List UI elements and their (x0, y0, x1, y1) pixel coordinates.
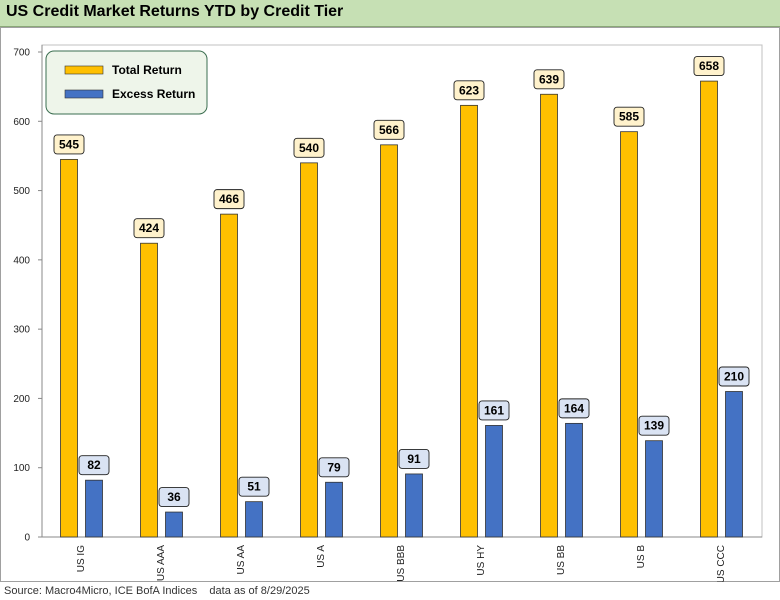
bar-excess-return (245, 501, 263, 538)
data-label-box (133, 218, 165, 239)
data-label-box (613, 106, 645, 127)
data-label: 545 (59, 137, 79, 151)
bar-total-return (460, 104, 478, 538)
x-tick-label: US B (636, 545, 647, 569)
title-bar: US Credit Market Returns YTD by Credit T… (0, 0, 780, 27)
data-label-box (453, 80, 485, 101)
data-label: 639 (539, 72, 559, 86)
y-tick-label: 300 (13, 325, 30, 336)
data-label: 91 (407, 452, 421, 466)
y-tick-label: 700 (13, 48, 30, 59)
y-tick-label: 600 (13, 117, 30, 128)
data-label-box (398, 449, 430, 469)
y-tick-label: 0 (24, 533, 30, 544)
chart-title: US Credit Market Returns YTD by Credit T… (6, 3, 344, 20)
y-tick-label: 100 (13, 463, 30, 474)
data-label: 623 (459, 83, 479, 97)
data-label: 36 (167, 490, 181, 504)
data-label-box (53, 134, 85, 155)
bar-excess-return (325, 481, 343, 538)
bar-excess-return (165, 511, 183, 538)
data-label-box (293, 137, 325, 158)
data-label-box (638, 415, 670, 436)
x-tick-label: US IG (76, 545, 87, 572)
x-tick-label: US AAA (156, 545, 167, 581)
data-label-box (78, 455, 110, 476)
footer: Source: Macro4Micro, ICE BofA Indices da… (0, 582, 780, 600)
data-label: 139 (644, 419, 664, 433)
bar-total-return (540, 93, 558, 538)
data-label: 540 (299, 141, 319, 155)
data-label: 585 (619, 110, 639, 124)
data-label: 82 (87, 458, 101, 472)
x-tick-label: US AA (236, 545, 247, 575)
data-label-box (533, 69, 565, 90)
legend-swatch-total-return (64, 65, 104, 75)
data-label-box (478, 400, 510, 421)
legend-label-excess-return: Excess Return (112, 87, 195, 101)
bar-excess-return (85, 479, 103, 538)
y-tick-label: 200 (13, 394, 30, 405)
data-label-box (693, 56, 725, 77)
data-label: 79 (327, 460, 341, 474)
data-label-box (318, 457, 350, 478)
bar-total-return (300, 162, 318, 538)
data-label-box (558, 398, 590, 419)
y-tick-label: 400 (13, 255, 30, 266)
bar-total-return (380, 144, 398, 538)
bar-total-return (220, 213, 238, 538)
data-label-box (718, 366, 750, 387)
data-label: 161 (484, 403, 504, 417)
x-tick-label: US BB (556, 545, 567, 575)
data-label-box (373, 119, 405, 140)
data-label-box (213, 189, 245, 210)
legend-swatch-excess-return (64, 89, 104, 99)
x-tick-label: US HY (476, 545, 487, 576)
y-tick-label: 500 (13, 186, 30, 197)
data-label: 658 (699, 59, 719, 73)
data-label: 164 (564, 401, 584, 415)
bar-excess-return (565, 422, 583, 538)
source-note: Source: Macro4Micro, ICE BofA Indices da… (4, 585, 310, 597)
bar-excess-return (485, 425, 503, 538)
x-tick-label: US CCC (716, 545, 727, 583)
data-label-box (238, 476, 270, 497)
bar-excess-return (725, 391, 743, 538)
bar-excess-return (405, 473, 423, 538)
bar-total-return (60, 158, 78, 538)
data-label: 51 (247, 480, 261, 494)
x-tick-label: US BBB (396, 545, 407, 582)
legend-label-total-return: Total Return (112, 63, 182, 77)
legend-box (45, 50, 208, 115)
data-label-box (158, 487, 190, 508)
data-label: 466 (219, 192, 239, 206)
data-label: 210 (724, 370, 744, 384)
bar-total-return (620, 131, 638, 538)
data-label: 566 (379, 123, 399, 137)
bar-excess-return (645, 440, 663, 538)
bar-total-return (700, 80, 718, 538)
x-tick-label: US A (316, 545, 327, 568)
data-label: 424 (139, 221, 159, 235)
bar-total-return (140, 242, 158, 538)
